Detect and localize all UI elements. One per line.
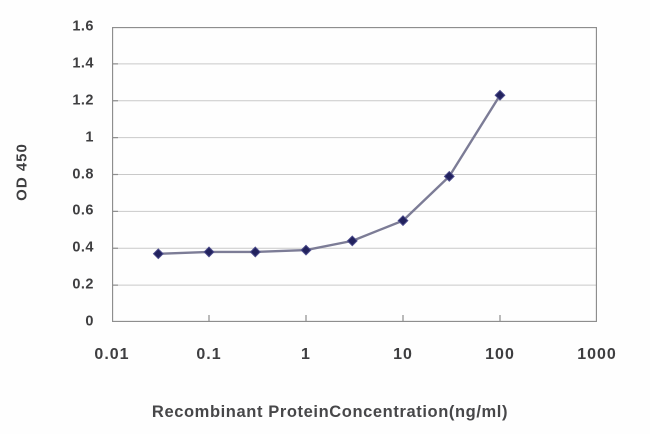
data-point-marker	[397, 215, 409, 227]
x-tick-label: 100	[485, 346, 515, 363]
y-tick-label: 1	[85, 129, 94, 146]
y-tick-label: 1.2	[72, 92, 94, 109]
x-tick-label: 1	[301, 346, 311, 363]
x-tick-label: 0.01	[94, 346, 130, 363]
y-tick-label: 0	[85, 313, 94, 330]
series-line	[157, 94, 502, 255]
y-tick-label: 1.4	[72, 55, 94, 72]
y-tick-label: 0.8	[72, 166, 94, 183]
y-tick-label: 0.4	[72, 239, 94, 256]
x-axis-title: Recombinant ProteinConcentration(ng/ml)	[151, 403, 509, 421]
plot-area	[112, 27, 597, 322]
plot-frame	[112, 27, 597, 322]
data-point-marker	[300, 244, 312, 256]
data-point-marker	[249, 246, 261, 258]
x-tick-label: 10	[393, 346, 413, 363]
y-tick-label: 1.6	[72, 18, 94, 35]
plot-canvas	[112, 27, 597, 322]
data-point-marker	[203, 246, 215, 258]
y-tick-label: 0.2	[72, 276, 94, 293]
x-tick-label: 0.1	[196, 346, 222, 363]
y-axis-title: OD 450	[13, 143, 31, 201]
data-point-marker	[152, 248, 164, 260]
data-point-marker	[494, 89, 506, 101]
data-point-marker	[346, 235, 358, 247]
y-tick-label: 0.6	[72, 203, 94, 220]
x-tick-label: 1000	[577, 346, 617, 363]
data-point-marker	[443, 170, 455, 182]
